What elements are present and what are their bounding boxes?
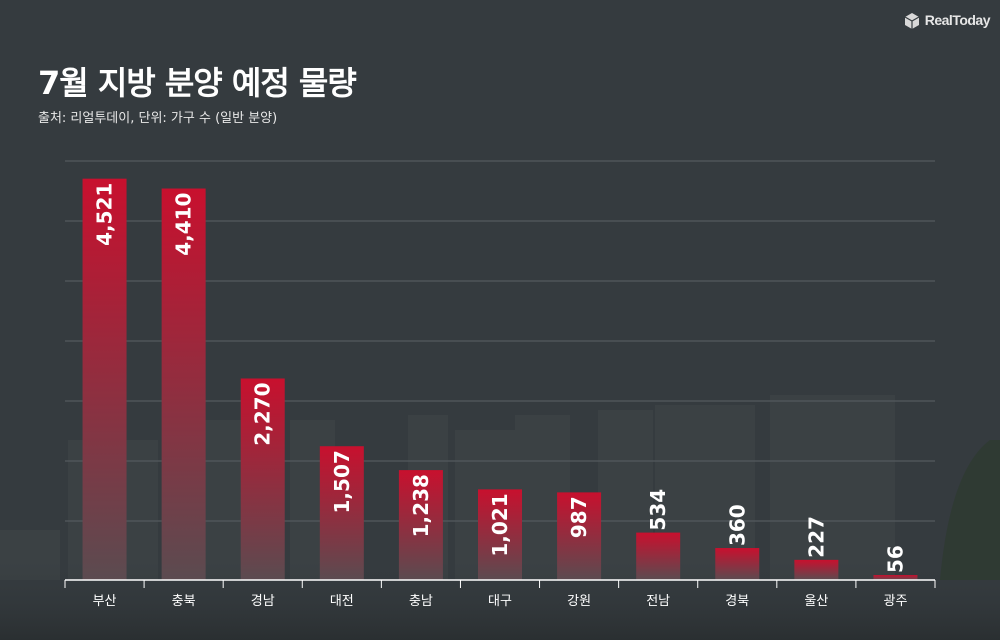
x-tick-label: 광주 bbox=[883, 594, 907, 609]
x-tick-label: 대구 bbox=[488, 594, 512, 609]
bar-충남 bbox=[398, 470, 443, 580]
x-tick-label: 울산 bbox=[804, 594, 828, 609]
brand-logo: RealToday bbox=[902, 10, 991, 30]
bar-광주 bbox=[873, 575, 918, 580]
data-label: 1,238 bbox=[409, 474, 433, 537]
data-label: 4,521 bbox=[93, 183, 117, 246]
bar-강원 bbox=[557, 492, 602, 580]
data-label: 4,410 bbox=[172, 193, 196, 256]
x-tick-label: 부산 bbox=[93, 594, 117, 609]
data-label: 1,507 bbox=[330, 450, 354, 513]
chart-subtitle: 출처: 리얼투데이, 단위: 가구 수 (일반 분양) bbox=[38, 111, 278, 126]
data-label: 987 bbox=[567, 496, 591, 538]
data-label: 2,270 bbox=[251, 382, 275, 445]
bar-대전 bbox=[319, 446, 364, 580]
x-tick-label: 대전 bbox=[330, 594, 354, 609]
bar-경남 bbox=[240, 378, 285, 580]
chart-title: 7월 지방 분양 예정 물량 bbox=[38, 64, 357, 102]
bar-부산 bbox=[82, 178, 127, 580]
x-tick-label: 강원 bbox=[567, 594, 591, 609]
bar-전남 bbox=[636, 532, 681, 580]
bar-경북 bbox=[715, 548, 760, 580]
x-tick-label: 전남 bbox=[646, 594, 670, 609]
data-label: 360 bbox=[725, 504, 749, 546]
x-tick-label: 경북 bbox=[725, 594, 749, 609]
brand-name: RealToday bbox=[924, 12, 991, 28]
x-tick-label: 충북 bbox=[172, 594, 196, 609]
data-label: 56 bbox=[883, 545, 907, 573]
x-tick-label: 충남 bbox=[409, 594, 433, 609]
data-label: 227 bbox=[804, 516, 828, 558]
bar-충북 bbox=[161, 188, 206, 580]
bar-대구 bbox=[478, 489, 522, 580]
bar-울산 bbox=[794, 559, 839, 580]
x-tick-label: 경남 bbox=[251, 594, 275, 609]
cube-logo-icon bbox=[904, 13, 920, 29]
data-label: 1,021 bbox=[488, 493, 512, 556]
data-label: 534 bbox=[646, 489, 670, 531]
